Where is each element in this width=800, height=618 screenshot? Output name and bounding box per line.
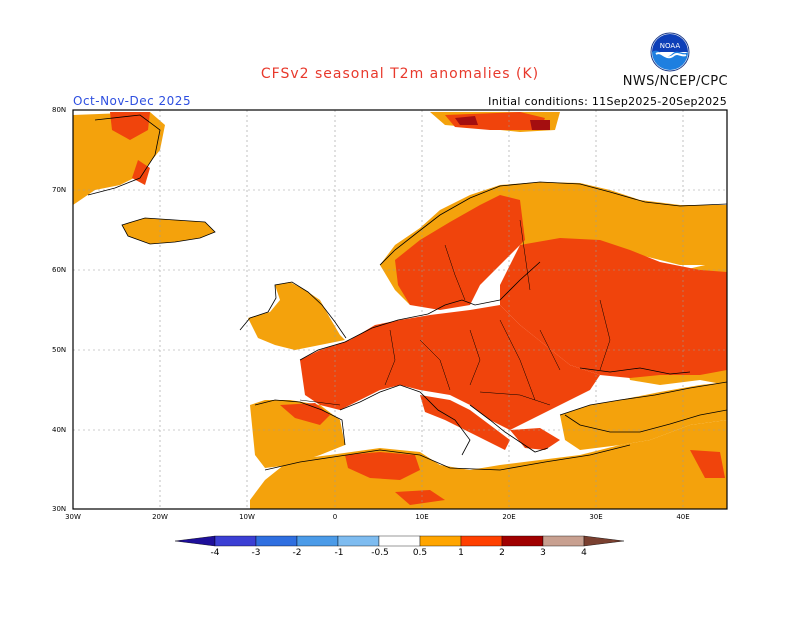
colorbar-swatch xyxy=(460,535,503,547)
lon-label: 0 xyxy=(332,513,338,521)
colorbar xyxy=(174,535,625,547)
colorbar-swatch xyxy=(337,535,380,547)
map-title: CFSv2 seasonal T2m anomalies (K) xyxy=(260,66,540,82)
colorbar-label: 3 xyxy=(540,548,546,558)
lat-label: 70N xyxy=(52,186,67,194)
noaa-logo: NOAA xyxy=(650,32,690,72)
initial-conditions-label: Initial conditions: 11Sep2025-20Sep2025 xyxy=(488,95,727,108)
colorbar-swatch xyxy=(296,535,339,547)
colorbar-swatch xyxy=(501,535,544,547)
lon-label: 20E xyxy=(502,513,516,521)
lon-label: 30W xyxy=(65,513,81,521)
colorbar-arrow-high xyxy=(583,535,625,547)
colorbar-swatch xyxy=(255,535,298,547)
colorbar-label: -3 xyxy=(251,548,261,558)
colorbar-label: -1 xyxy=(334,548,344,558)
colorbar-label: -0.5 xyxy=(371,548,389,558)
country-borders xyxy=(299,219,611,406)
lon-label: 40E xyxy=(676,513,690,521)
colorbar-swatch xyxy=(378,535,421,547)
colorbar-swatch xyxy=(214,535,257,547)
colorbar-arrow-low xyxy=(174,535,216,547)
coastlines xyxy=(87,114,727,471)
colorbar-label: -2 xyxy=(292,548,302,558)
colorbar-swatch xyxy=(542,535,585,547)
lat-label: 50N xyxy=(52,346,67,354)
lon-label: 10W xyxy=(239,513,255,521)
lat-label: 80N xyxy=(52,106,67,114)
lon-label: 30E xyxy=(589,513,603,521)
colorbar-label: 0.5 xyxy=(412,548,428,558)
colorbar-label: 1 xyxy=(458,548,464,558)
anomaly-2-3-regions xyxy=(455,116,550,130)
lon-label: 20W xyxy=(152,513,168,521)
season-label: Oct-Nov-Dec 2025 xyxy=(73,94,192,108)
colorbar-label: 4 xyxy=(581,548,587,558)
lat-label: 30N xyxy=(52,505,67,513)
colorbar-label: 2 xyxy=(499,548,505,558)
agency-label: NWS/NCEP/CPC xyxy=(622,74,728,89)
colorbar-label: -4 xyxy=(210,548,220,558)
lon-label: 10E xyxy=(415,513,429,521)
lat-label: 40N xyxy=(52,426,67,434)
anomaly-1-2-regions xyxy=(110,112,727,505)
lat-label: 60N xyxy=(52,266,67,274)
logo-text: NOAA xyxy=(660,42,681,50)
map-frame xyxy=(72,109,728,510)
colorbar-swatch xyxy=(419,535,462,547)
graticule xyxy=(73,110,727,509)
